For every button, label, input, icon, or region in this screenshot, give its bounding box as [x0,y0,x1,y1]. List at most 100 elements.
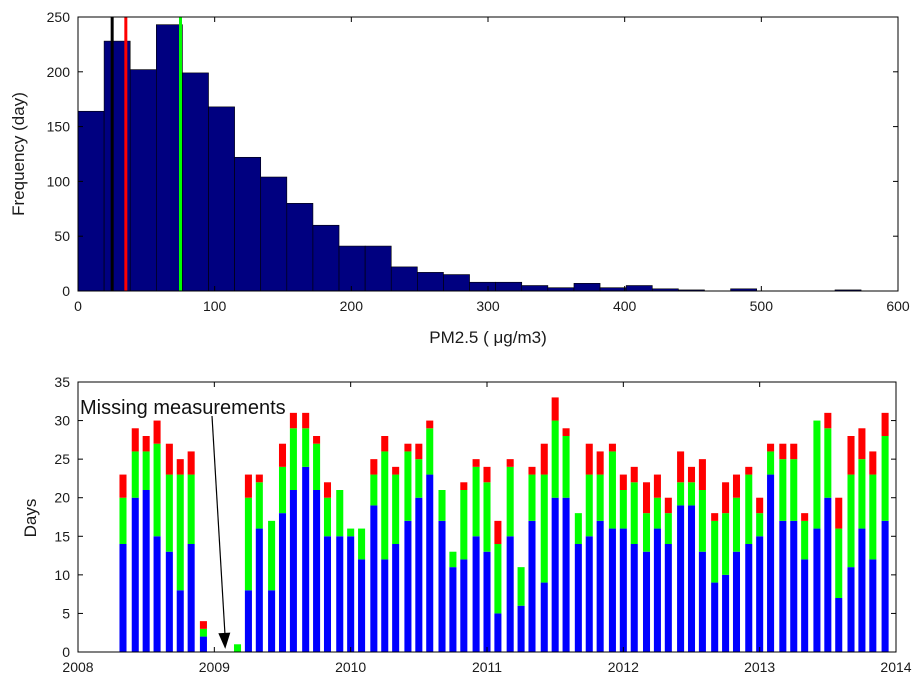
stacked-bar-segment [562,497,570,652]
stacked-bar-segment [131,451,139,498]
stacked-bar-segment [460,490,468,560]
stacked-bar-segment [732,474,741,498]
histogram-bar [156,24,183,292]
histogram-bar [417,272,444,292]
stacked-bar-segment [551,497,559,652]
histogram-y-ticks: 0 50 100 150 200 250 [47,9,898,299]
stacked-bar-segment [472,466,480,537]
stacked-bar-segment [438,490,446,521]
missing-measurements-arrow [211,415,231,649]
stacked-bar-segment [745,466,753,475]
monthly-days-panel: 2008 2009 2010 2011 2012 2013 2014 0 5 10 15 20 25 3… [21,374,912,675]
stacked-bar-segment [131,428,139,452]
stacked-bar-segment [483,551,491,652]
stacked-bar-segment [336,490,344,537]
stacked-bar-segment [732,497,741,552]
stacked-bar-segment [176,459,184,475]
stacked-bar-segment [176,474,184,591]
stacked-bar-segment [881,520,889,652]
histogram-bar [495,281,523,292]
stacked-bar-segment [278,513,287,652]
stacked-bar-segment [619,474,627,490]
stacked-bar-segment [687,482,696,506]
stacked-bar-segment [289,490,297,652]
stacked-bar-segment [653,528,661,652]
stacked-bar-segment [574,544,582,652]
stacked-bar-segment [460,482,468,490]
stacked-bar-segment [790,443,798,460]
stacked-bar-segment [506,466,514,537]
stacked-bar-segment [494,544,502,614]
stacked-bar-segment [698,490,706,552]
monthly-stacked-bars [119,397,889,652]
y-tick-label: 30 [54,413,70,429]
stacked-bar-segment [381,436,389,452]
stacked-bar-segment [687,466,696,483]
stacked-bar-segment [630,482,638,544]
stacked-bar-segment [767,451,775,475]
stacked-bar-segment [165,551,173,652]
stacked-bar-segment [585,443,593,475]
arrow-shaft [211,415,226,639]
x-tick-label: 100 [203,298,227,314]
stacked-bar-segment [698,551,706,652]
stacked-bar-segment [801,513,809,521]
stacked-bar-segment [336,536,344,652]
monthly-x-ticks: 2008 2009 2010 2011 2012 2013 2014 [62,382,912,675]
stacked-bar-segment [732,551,741,652]
stacked-bar-segment [370,459,378,475]
stacked-bar-segment [255,482,263,529]
stacked-bar-segment [483,466,491,483]
stacked-bar-segment [313,436,321,444]
stacked-bar-segment [562,428,570,436]
y-tick-label: 35 [54,374,70,390]
stacked-bar-segment [426,420,434,429]
x-tick-label: 2008 [62,659,93,675]
stacked-bar-segment [506,536,514,652]
stacked-bar-segment [711,520,719,583]
stacked-bar-segment [756,513,764,537]
x-tick-label: 0 [74,298,82,314]
stacked-bar-segment [687,505,696,652]
stacked-bar-segment [585,536,593,652]
histogram-panel: 0 100 200 300 400 500 600 0 50 100 150 200 250 PM2.… [9,9,910,347]
stacked-bar-segment [255,528,263,652]
stacked-bar-segment [619,528,627,652]
stacked-bar-segment [244,497,252,591]
stacked-bar-segment [574,513,582,544]
stacked-bar-segment [630,466,638,483]
stacked-bar-segment [392,466,400,475]
stacked-bar-segment [392,544,400,652]
stacked-bar-segment [472,459,480,467]
stacked-bar-segment [517,567,525,606]
stacked-bar-segment [472,536,480,652]
stacked-bar-segment [358,559,366,652]
stacked-bar-segment [449,567,457,652]
stacked-bar-segment [323,536,332,652]
stacked-bar-segment [278,466,287,514]
stacked-bar-segment [358,528,366,560]
stacked-bar-segment [187,544,195,652]
stacked-bar-segment [745,544,753,652]
stacked-bar-segment [835,528,843,598]
stacked-bar-segment [596,474,604,521]
y-tick-label: 25 [54,451,70,467]
stacked-bar-segment [677,482,685,506]
histogram-bar [208,106,235,292]
x-tick-label: 200 [340,298,364,314]
histogram-bar [364,245,392,292]
stacked-bar-segment [165,474,173,552]
histogram-bar [77,110,105,292]
histogram-bar [129,69,157,292]
stacked-bar-segment [323,482,332,498]
stacked-bar-segment [153,443,161,537]
x-tick-label: 2011 [472,659,502,675]
stacked-bar-segment [119,497,127,544]
stacked-bar-segment [370,474,378,506]
stacked-bar-segment [608,451,616,529]
stacked-bar-segment [528,520,536,652]
stacked-bar-segment [415,497,423,652]
stacked-bar-segment [677,505,685,652]
stacked-bar-segment [608,528,616,652]
